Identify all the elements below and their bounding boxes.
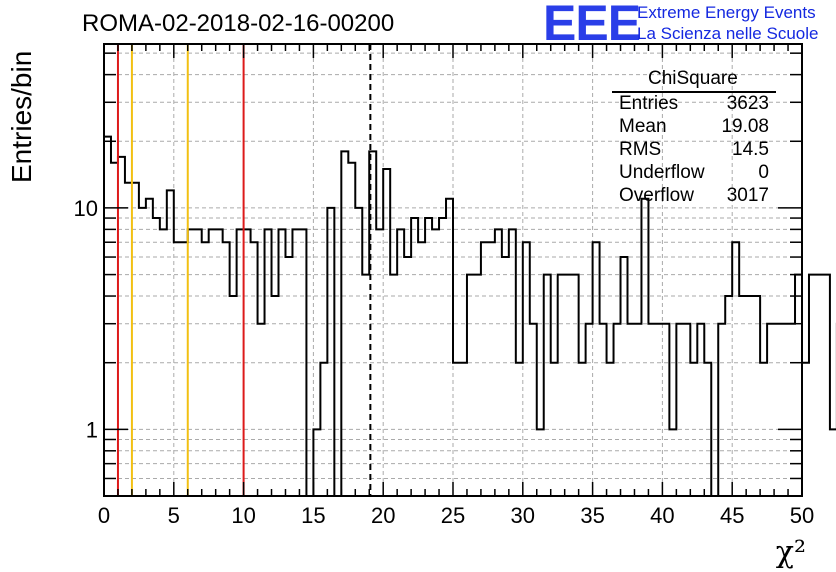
y-axis-label: Entries/bin [6,50,37,183]
stats-box-title: ChiSquare [648,68,738,89]
stats-value: 3623 [726,93,769,114]
logo-line-1: Extreme Energy Events [637,3,816,22]
x-tick-label: 0 [98,503,110,528]
eee-logo: EEE [543,0,641,51]
stats-key: Underflow [619,162,705,183]
y-tick-label: 10 [74,196,98,221]
stats-value: 19.08 [721,116,769,137]
stats-value: 3017 [726,185,769,206]
stats-key: Mean [619,116,667,137]
x-tick-label: 15 [301,503,325,528]
chart-title: ROMA-02-2018-02-16-00200 [82,10,395,37]
stats-key: Entries [619,93,679,114]
x-axis-label: χ² [775,535,806,570]
x-tick-label: 30 [511,503,535,528]
stats-key: RMS [619,139,662,160]
stats-value: 0 [758,162,769,183]
x-tick-label: 25 [441,503,465,528]
stats-value: 14.5 [732,139,769,160]
y-tick-label: 1 [86,417,98,442]
stats-key: Overflow [619,185,694,206]
x-tick-label: 50 [790,503,814,528]
x-tick-label: 20 [371,503,395,528]
x-tick-label: 40 [650,503,674,528]
logo-line-2: La Scienza nelle Scuole [637,24,819,43]
x-tick-label: 35 [580,503,604,528]
x-tick-label: 5 [168,503,180,528]
x-tick-label: 45 [720,503,744,528]
x-tick-label: 10 [231,503,255,528]
